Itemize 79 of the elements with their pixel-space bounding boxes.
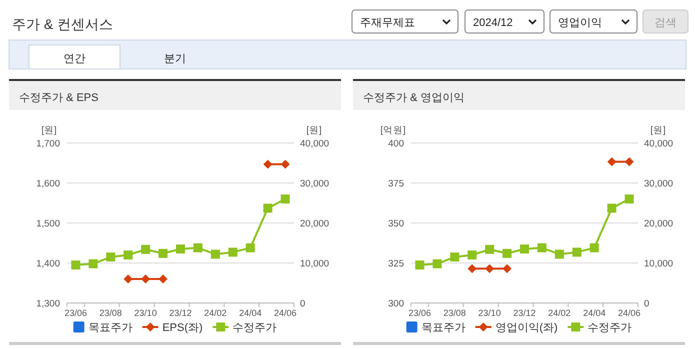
text: 영업이익 bbox=[558, 17, 602, 29]
point bbox=[106, 252, 116, 262]
y2-tick-label: 20,000 bbox=[644, 218, 674, 230]
point bbox=[607, 204, 616, 213]
x-tick-label: 23/06 bbox=[64, 308, 87, 318]
x-tick-label: 23/12 bbox=[513, 308, 536, 318]
point bbox=[193, 243, 202, 252]
x-tick-label: 24/04 bbox=[583, 308, 606, 318]
y-tick-label: 350 bbox=[388, 218, 404, 230]
point bbox=[590, 243, 599, 252]
chart-title: 수정주가 & 영업이익 bbox=[363, 92, 464, 104]
text: 주재무제표 bbox=[360, 17, 415, 29]
y-tick-label: 375 bbox=[388, 178, 404, 190]
y2-tick-label: 10,000 bbox=[300, 258, 330, 270]
legend-label: 영업이익(좌) bbox=[495, 322, 558, 334]
y2-tick-label: 40,000 bbox=[300, 138, 330, 150]
point bbox=[485, 244, 494, 254]
x-tick-label: 24/02 bbox=[204, 308, 227, 318]
point bbox=[537, 243, 546, 252]
x-tick-label: 24/04 bbox=[239, 308, 262, 318]
y2-tick-label: 10,000 bbox=[644, 258, 674, 270]
y-tick-label: 1,400 bbox=[36, 258, 60, 270]
point bbox=[468, 250, 477, 260]
y2-axis-title: [원] bbox=[650, 125, 666, 136]
y-tick-label: 1,300 bbox=[36, 298, 60, 310]
x-tick-label: 24/02 bbox=[548, 308, 571, 318]
point bbox=[141, 244, 150, 254]
point bbox=[554, 250, 564, 259]
x-tick-label: 24/06 bbox=[618, 308, 641, 318]
point bbox=[210, 250, 220, 259]
x-tick-label: 23/12 bbox=[169, 308, 192, 318]
point bbox=[280, 194, 290, 204]
text: 2024/12 bbox=[473, 17, 513, 29]
x-tick-label: 23/08 bbox=[443, 308, 466, 318]
legend-label: 수정주가 bbox=[588, 322, 632, 334]
chart-title: 수정주가 & EPS bbox=[19, 92, 98, 104]
y-axis-title: [원] bbox=[41, 125, 57, 136]
legend-label: 수정주가 bbox=[232, 322, 277, 334]
point bbox=[624, 194, 634, 204]
point bbox=[450, 252, 460, 262]
y-tick-label: 1,500 bbox=[36, 218, 60, 230]
y2-tick-label: 40,000 bbox=[644, 138, 674, 150]
x-tick-label: 24/06 bbox=[274, 308, 297, 318]
point bbox=[502, 248, 512, 258]
legend-label: 목표주가 bbox=[421, 322, 466, 334]
y2-axis-title: [원] bbox=[306, 125, 322, 136]
point bbox=[263, 204, 272, 213]
text: 분기 bbox=[164, 53, 186, 65]
point bbox=[520, 244, 529, 254]
point bbox=[572, 248, 582, 257]
legend-label: EPS(좌) bbox=[162, 322, 203, 334]
text: 검색 bbox=[654, 17, 676, 29]
y-tick-label: 400 bbox=[388, 138, 404, 150]
point bbox=[176, 244, 185, 254]
x-tick-label: 23/06 bbox=[408, 308, 431, 318]
point bbox=[88, 259, 98, 268]
y2-tick-label: 0 bbox=[644, 298, 650, 310]
x-tick-label: 23/08 bbox=[99, 308, 122, 318]
point bbox=[415, 260, 424, 270]
point bbox=[246, 243, 255, 252]
point bbox=[228, 248, 238, 257]
y-tick-label: 1,600 bbox=[36, 178, 60, 190]
x-tick-label: 23/10 bbox=[134, 308, 157, 318]
legend-label: 목표주가 bbox=[88, 322, 132, 334]
x-tick-label: 23/10 bbox=[478, 308, 501, 318]
point bbox=[158, 248, 168, 258]
text: 연간 bbox=[64, 53, 86, 65]
y-tick-label: 325 bbox=[388, 258, 404, 270]
point bbox=[432, 259, 442, 268]
y2-tick-label: 20,000 bbox=[300, 218, 330, 230]
y2-tick-label: 30,000 bbox=[644, 178, 674, 190]
y-tick-label: 300 bbox=[388, 298, 404, 310]
point bbox=[124, 250, 133, 260]
text: 주가 & 컨센서스 bbox=[12, 16, 114, 32]
y2-tick-label: 0 bbox=[300, 298, 306, 310]
point bbox=[71, 260, 80, 270]
y-axis-title: [억원] bbox=[380, 125, 406, 136]
y-tick-label: 1,700 bbox=[36, 138, 60, 150]
y2-tick-label: 30,000 bbox=[300, 178, 330, 190]
